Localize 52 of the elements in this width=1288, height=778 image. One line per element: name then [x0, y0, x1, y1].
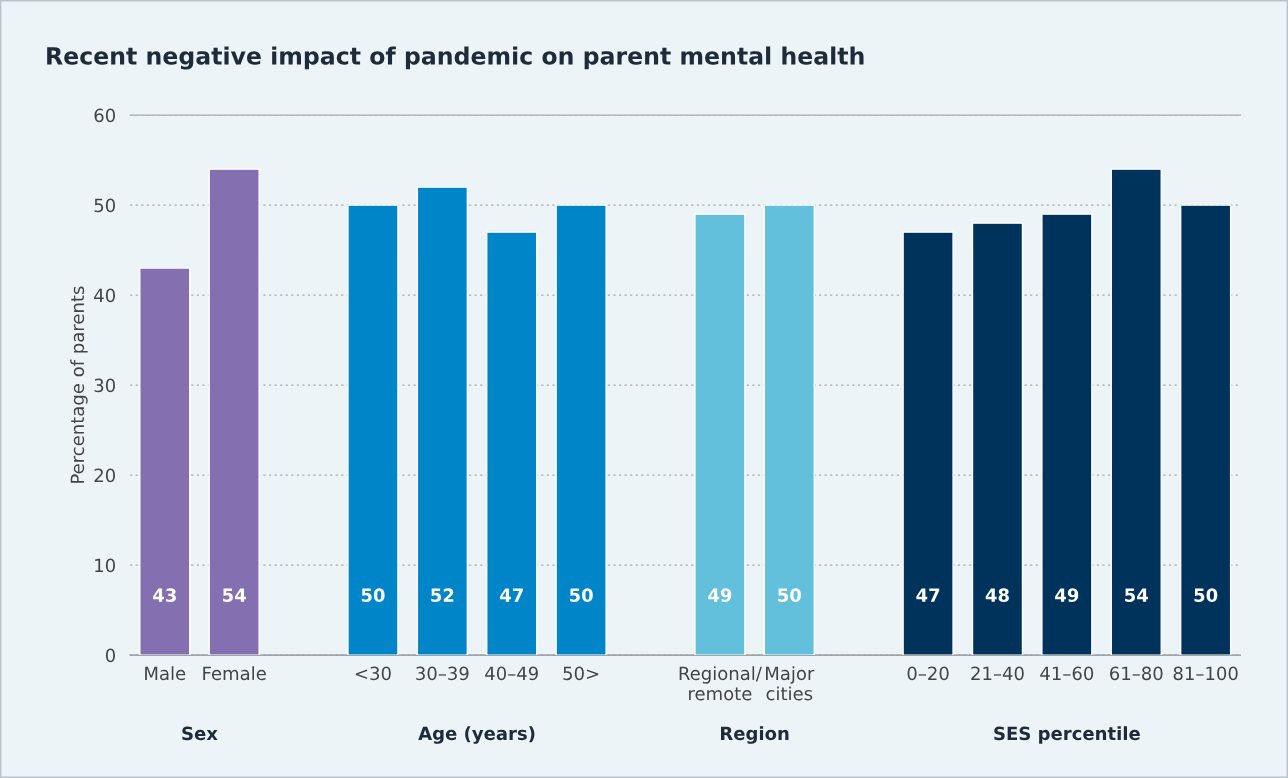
- x-tick-label: 61–80: [1110, 666, 1163, 681]
- text: Age (years): [418, 726, 535, 744]
- y-tick-label: 60: [94, 108, 115, 123]
- y-tick-label: 40: [94, 288, 115, 303]
- bar: [694, 213, 746, 656]
- text: Sex: [182, 726, 218, 741]
- bar: [347, 204, 399, 656]
- data-label: 47: [916, 588, 940, 602]
- x-tick-label: 81–100: [1173, 666, 1238, 681]
- x-tick-label: <30: [355, 666, 391, 681]
- data-label: 48: [985, 588, 1009, 602]
- bar: [763, 204, 815, 656]
- data-label: 49: [708, 588, 732, 602]
- data-label: 43: [153, 588, 176, 602]
- x-tick-label: Male: [145, 666, 186, 681]
- data-label: 50: [1194, 588, 1218, 602]
- text: SES percentile: [994, 726, 1140, 744]
- data-label: 47: [499, 588, 523, 602]
- x-tick-label: 41–60: [1040, 666, 1094, 681]
- bar: [971, 222, 1024, 656]
- data-label: 49: [1055, 588, 1079, 602]
- x-tick-label: Female: [203, 666, 266, 681]
- x-tick-label: 40–49: [485, 666, 538, 681]
- bar: [1041, 213, 1093, 656]
- data-label: 54: [1125, 588, 1148, 602]
- bar: [555, 204, 607, 656]
- y-tick-label: 30: [94, 378, 115, 393]
- bar: [1110, 168, 1162, 656]
- y-tick-label: 0: [105, 648, 115, 663]
- y-tick-label: 10: [95, 558, 115, 573]
- bar: [902, 231, 954, 656]
- data-label: 50: [778, 588, 801, 602]
- x-tick-label: 30–39: [416, 666, 469, 681]
- text: Region: [721, 726, 789, 744]
- x-tick-label: Major cities: [766, 666, 815, 701]
- data-label: 54: [223, 588, 246, 602]
- x-tick-label: 50>: [563, 666, 599, 681]
- bar: [486, 231, 538, 656]
- bar: [208, 168, 260, 656]
- data-label: 50: [361, 588, 385, 602]
- x-tick-label: 21–40: [971, 666, 1024, 681]
- x-tick-label: Regional/ remote: [679, 666, 762, 701]
- bar: [416, 186, 469, 656]
- y-axis-title: Percentage of parents: [70, 286, 88, 483]
- x-tick-label: 0–20: [907, 666, 949, 681]
- bar: [1179, 204, 1232, 656]
- y-tick-label: 50: [94, 198, 115, 213]
- data-label: 50: [569, 588, 593, 602]
- y-tick-label: 20: [94, 468, 115, 483]
- bar: [139, 267, 191, 656]
- data-label: 52: [431, 588, 454, 602]
- chart-title: Recent negative impact of pandemic on parent mental health: [47, 46, 864, 70]
